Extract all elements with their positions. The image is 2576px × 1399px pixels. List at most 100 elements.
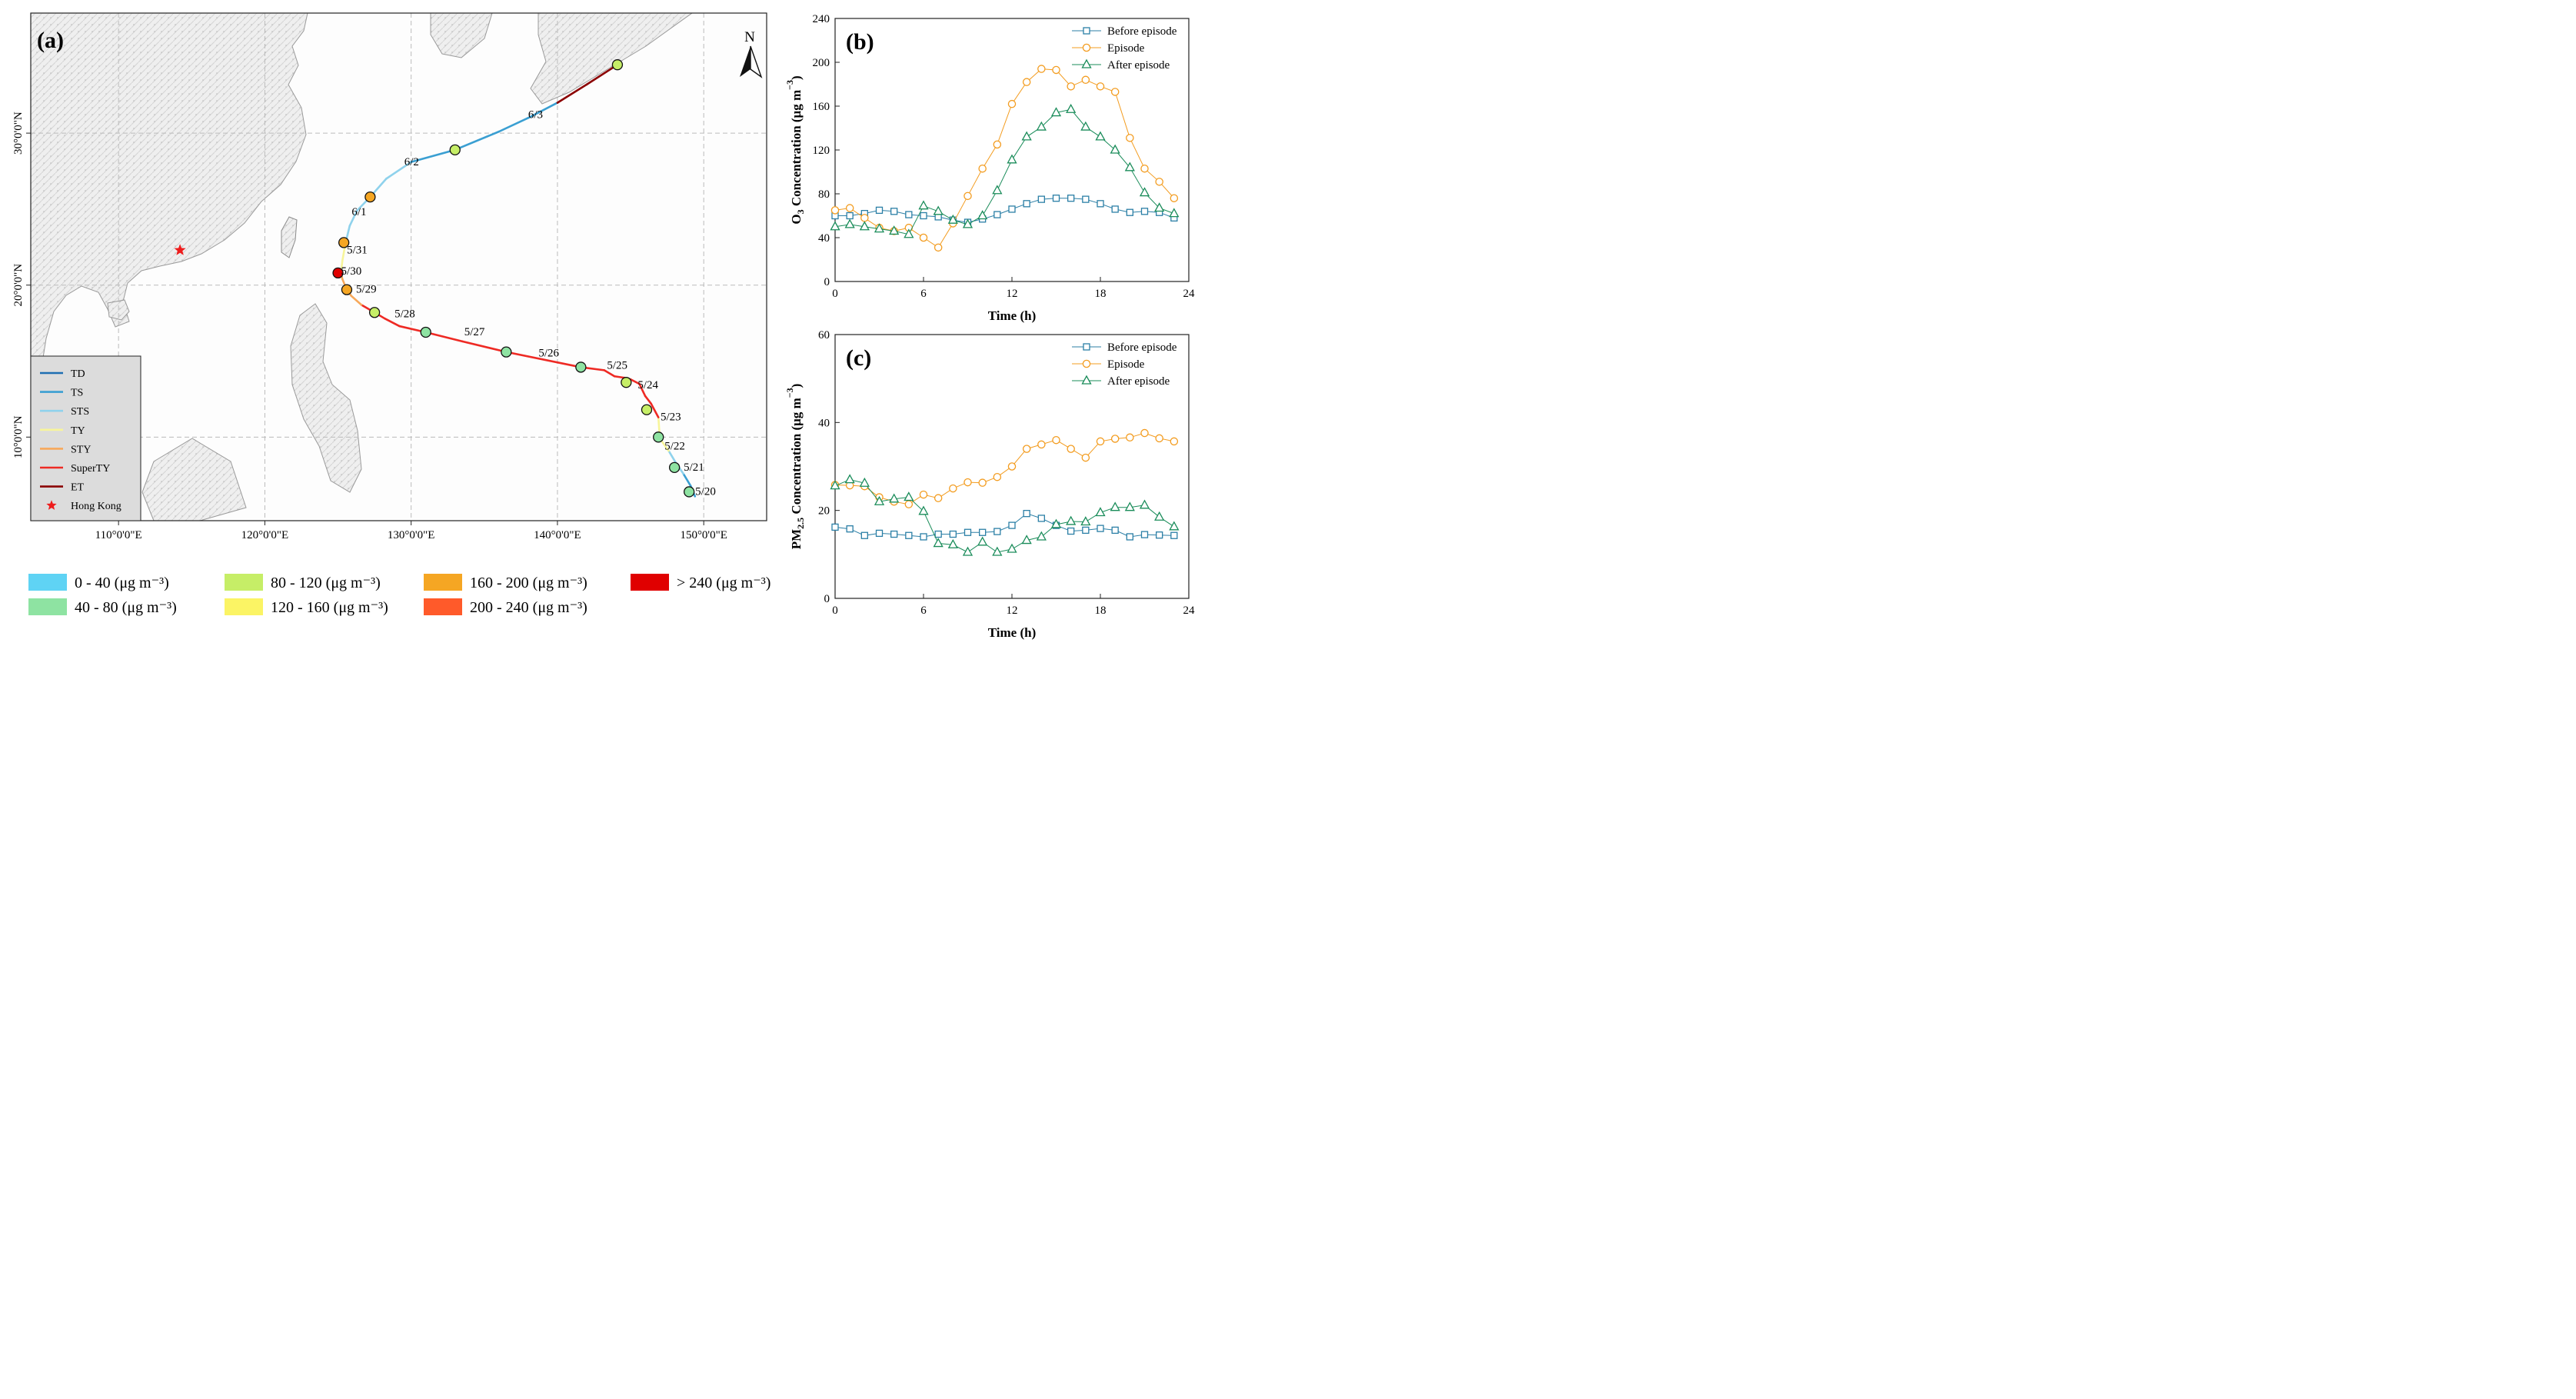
series-line — [834, 479, 1175, 553]
series-triangle — [830, 103, 1180, 238]
data-point — [831, 523, 839, 531]
data-point — [1095, 131, 1106, 141]
y-tick-label: 0 — [824, 276, 830, 288]
panel-b-o3-chart: 0 40 80 120 160 200 240 0 6 12 18 24 Time (h) O3 Conc… — [784, 13, 1195, 323]
data-point — [904, 228, 914, 238]
y-tick-label: 40 — [818, 232, 830, 245]
data-point — [1022, 78, 1031, 86]
data-point — [979, 528, 987, 536]
data-point — [992, 185, 1003, 195]
data-point — [890, 208, 898, 215]
data-point — [844, 218, 855, 228]
track-legend-box — [30, 355, 141, 521]
concentration-label: 200 - 240 (μg m⁻³) — [470, 599, 587, 616]
data-point — [978, 164, 987, 173]
legend-marker — [1083, 27, 1090, 35]
data-point — [1140, 164, 1149, 173]
data-point — [1082, 526, 1090, 535]
data-point — [978, 478, 987, 487]
data-point — [919, 490, 928, 499]
hong-kong-star-icon — [174, 244, 186, 255]
data-point — [1067, 527, 1075, 535]
data-point — [1080, 121, 1091, 131]
y-tick-label: 80 — [818, 188, 830, 201]
lat-tick-label: 20°0'0"N — [12, 264, 25, 307]
legend-marker — [1083, 343, 1090, 351]
map-land-mainland — [31, 13, 308, 431]
data-point — [889, 225, 900, 235]
track-legend: TD TS STS TY STY SuperTY ET Hong Kong — [30, 355, 141, 521]
concentration-legend: 0 - 40 (μg m⁻³) 40 - 80 (μg m⁻³) 80 - 120 … — [28, 574, 770, 616]
x-tick-label: 0 — [832, 288, 838, 300]
concentration-swatch — [28, 598, 67, 615]
legend-marker — [1082, 359, 1091, 368]
data-point — [1037, 440, 1046, 449]
series-square — [831, 510, 1178, 541]
y-axis-label-part: Concentration (μg m — [789, 398, 804, 518]
data-point — [1036, 121, 1047, 131]
date-label: 5/31 — [347, 244, 368, 256]
track-segment — [629, 378, 641, 385]
data-point — [904, 491, 914, 501]
data-point — [962, 546, 973, 556]
data-point — [1096, 82, 1105, 91]
map-frame — [30, 12, 767, 521]
data-point — [860, 531, 868, 539]
data-point — [1067, 195, 1075, 202]
data-point — [1097, 200, 1104, 208]
date-label: 5/22 — [664, 440, 685, 452]
y-axis-label: PM2.5 Concentration (μg m−3) — [784, 384, 806, 550]
data-point — [1050, 518, 1062, 528]
data-point — [1097, 525, 1104, 532]
data-point — [934, 530, 942, 538]
data-point — [1008, 521, 1016, 529]
concentration-swatch — [225, 574, 263, 591]
data-point — [1007, 154, 1017, 164]
data-point — [1124, 501, 1135, 511]
map-land-korea — [430, 13, 493, 58]
y-tick-label: 60 — [818, 329, 830, 341]
data-point — [1169, 208, 1180, 218]
x-tick-label: 18 — [1095, 288, 1107, 300]
series-circle — [830, 65, 1179, 252]
data-point — [1021, 131, 1032, 141]
data-point — [1170, 194, 1179, 202]
legend-label: Before episode — [1107, 25, 1177, 38]
y-tick-label: 240 — [813, 13, 830, 25]
data-point — [874, 223, 885, 233]
daily-marker — [332, 267, 344, 279]
daily-marker — [341, 284, 353, 295]
data-point — [859, 477, 870, 487]
data-point — [904, 500, 914, 508]
data-point — [1154, 202, 1165, 212]
data-point — [918, 505, 929, 515]
x-axis-label: Time (h) — [988, 308, 1037, 323]
data-point — [1155, 178, 1163, 186]
legend-marker — [1081, 58, 1092, 68]
x-tick-label: 6 — [920, 605, 927, 617]
data-point — [933, 538, 944, 548]
data-point — [1022, 445, 1031, 453]
data-point — [977, 210, 988, 220]
data-point — [1023, 510, 1030, 518]
data-point — [993, 211, 1001, 218]
map-land-borneo — [141, 438, 247, 521]
data-point — [874, 495, 885, 505]
lon-tick-label: 110°0'0"E — [95, 529, 142, 541]
legend-label: Before episode — [1107, 341, 1177, 354]
track-segment — [498, 117, 530, 133]
series-line — [835, 198, 1174, 223]
data-point — [1140, 531, 1149, 538]
series-line — [834, 513, 1174, 538]
track-segment — [650, 402, 660, 418]
track-segment — [348, 209, 358, 227]
series-line — [834, 108, 1174, 235]
panel-a-map: 5/20 5/21 5/22 5/23 5/24 5/25 5/26 5/27 5/28 5/29… — [12, 12, 767, 541]
data-point — [962, 218, 973, 228]
track-segment — [385, 161, 412, 180]
data-point — [905, 531, 913, 539]
data-point — [964, 192, 972, 201]
y-axis-label-part: −3 — [784, 388, 795, 398]
data-point — [1139, 499, 1150, 509]
x-axis-label: Time (h) — [988, 625, 1037, 640]
